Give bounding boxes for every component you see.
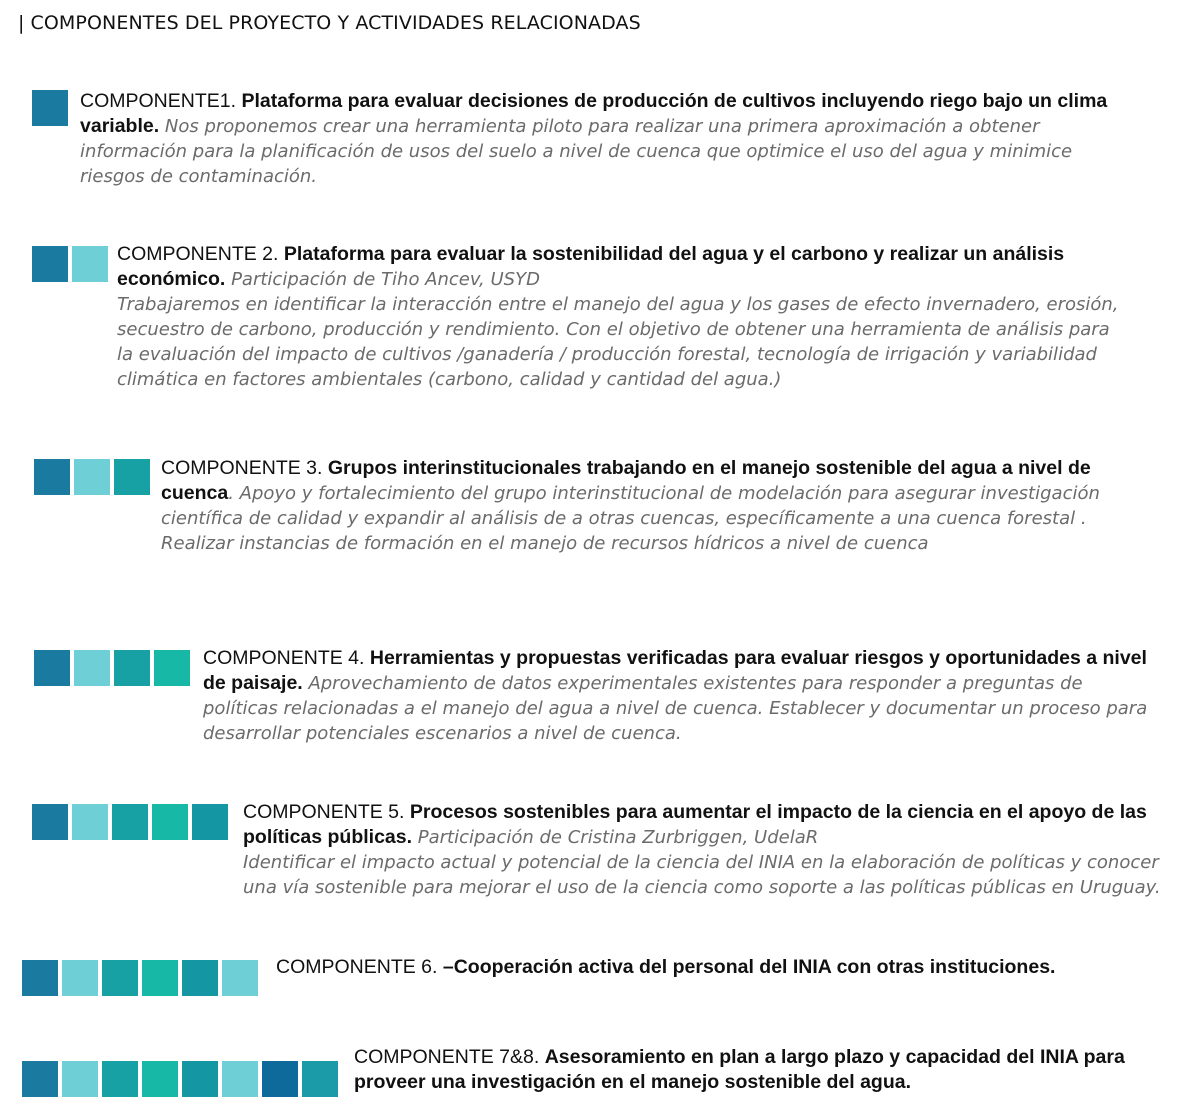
square-marker xyxy=(74,459,110,495)
square-marker xyxy=(192,804,228,840)
component-4-title: Herramientas y propuestas verificadas pa… xyxy=(203,647,1147,694)
square-marker xyxy=(22,960,58,996)
component-2-summary: Participación de Tiho Ancev, USYD xyxy=(225,269,540,290)
square-marker xyxy=(262,1061,298,1097)
component-7-8-title: Asesoramiento en plan a largo plazo y ca… xyxy=(354,1046,1125,1093)
square-marker xyxy=(62,960,98,996)
square-marker xyxy=(182,960,218,996)
component-6-label: COMPONENTE 6. xyxy=(276,956,443,978)
component-1-label: COMPONENTE1. xyxy=(80,90,242,112)
square-marker xyxy=(72,246,108,282)
square-marker xyxy=(62,1061,98,1097)
square-marker xyxy=(222,1061,258,1097)
component-6-squares xyxy=(22,960,262,996)
square-marker xyxy=(102,1061,138,1097)
component-5-title: Procesos sostenibles para aumentar el im… xyxy=(243,801,1147,848)
component-7-8: COMPONENTE 7&8. Asesoramiento en plan a … xyxy=(354,1045,1154,1095)
square-marker xyxy=(222,960,258,996)
square-marker xyxy=(32,804,68,840)
component-3-squares xyxy=(34,459,154,495)
component-2-label: COMPONENTE 2. xyxy=(117,243,284,265)
square-marker xyxy=(114,459,150,495)
square-marker xyxy=(302,1061,338,1097)
square-marker xyxy=(114,650,150,686)
component-6: COMPONENTE 6. –Cooperación activa del pe… xyxy=(276,955,1166,980)
component-1-title: Plataforma para evaluar decisiones de pr… xyxy=(80,90,1108,137)
square-marker xyxy=(152,804,188,840)
component-5: COMPONENTE 5. Procesos sostenibles para … xyxy=(243,800,1163,900)
square-marker xyxy=(142,1061,178,1097)
component-5-summary: Participación de Cristina Zurbriggen, Ud… xyxy=(412,827,819,848)
title-separator: | xyxy=(18,12,25,34)
square-marker xyxy=(102,960,138,996)
component-7-8-label: COMPONENTE 7&8. xyxy=(354,1046,545,1068)
component-5-description: Identificar el impacto actual y potencia… xyxy=(243,852,1161,898)
component-4-summary: Aprovechamiento de datos experimentales … xyxy=(203,673,1148,744)
component-1-squares xyxy=(32,90,72,126)
component-7-8-squares xyxy=(22,1061,342,1097)
component-3: COMPONENTE 3. Grupos interinstitucionale… xyxy=(161,456,1151,556)
component-4-label: COMPONENTE 4. xyxy=(203,647,370,669)
square-marker xyxy=(32,246,68,282)
component-3-label: COMPONENTE 3. xyxy=(161,457,328,479)
square-marker xyxy=(22,1061,58,1097)
component-1: COMPONENTE1. Plataforma para evaluar dec… xyxy=(80,89,1120,189)
page-title: | COMPONENTES DEL PROYECTO Y ACTIVIDADES … xyxy=(18,12,641,34)
component-6-title: –Cooperación activa del personal del INI… xyxy=(442,956,1056,978)
square-marker xyxy=(142,960,178,996)
component-2-description: Trabajaremos en identificar la interacci… xyxy=(117,294,1119,390)
component-1-summary: Nos proponemos crear una herramienta pil… xyxy=(80,116,1073,187)
component-4-squares xyxy=(34,650,194,686)
component-2: COMPONENTE 2. Plataforma para evaluar la… xyxy=(117,242,1127,392)
component-4: COMPONENTE 4. Herramientas y propuestas … xyxy=(203,646,1153,746)
square-marker xyxy=(34,650,70,686)
square-marker xyxy=(32,90,68,126)
component-5-label: COMPONENTE 5. xyxy=(243,801,410,823)
square-marker xyxy=(72,804,108,840)
component-3-summary: . Apoyo y fortalecimiento del grupo inte… xyxy=(161,483,1100,554)
square-marker xyxy=(182,1061,218,1097)
component-3-title: Grupos interinstitucionales trabajando e… xyxy=(161,457,1091,504)
component-5-squares xyxy=(32,804,232,840)
component-2-squares xyxy=(32,246,112,282)
square-marker xyxy=(154,650,190,686)
square-marker xyxy=(74,650,110,686)
component-2-title: Plataforma para evaluar la sostenibilida… xyxy=(117,243,1065,290)
square-marker xyxy=(112,804,148,840)
page-title-text: COMPONENTES DEL PROYECTO Y ACTIVIDADES R… xyxy=(30,12,641,34)
square-marker xyxy=(34,459,70,495)
